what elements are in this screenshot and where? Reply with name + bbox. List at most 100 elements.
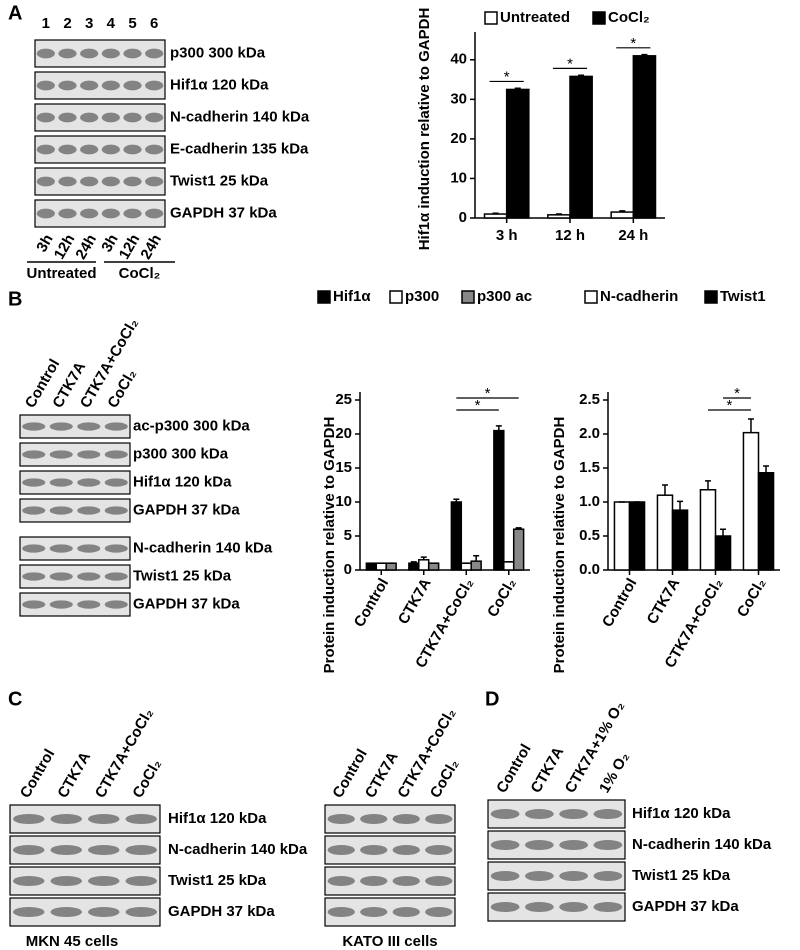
blot-strip: [19, 592, 131, 617]
blot-band: [22, 544, 46, 553]
blot-band: [58, 48, 77, 59]
blot-band: [80, 48, 99, 59]
bar: [742, 431, 760, 571]
error-bar: [763, 465, 770, 473]
blot-strip: [19, 498, 131, 523]
blot-band: [22, 422, 46, 431]
blot-band: [49, 450, 73, 459]
blot-band: [425, 875, 453, 887]
bar: [503, 561, 515, 571]
blot-band: [593, 808, 623, 820]
blot-band: [145, 80, 164, 91]
panel-letter: D: [485, 688, 499, 710]
condition-label: 24h: [137, 231, 165, 262]
band-label: Twist1 25 kDa: [170, 172, 269, 189]
error-bar: [578, 74, 585, 77]
y-tick-label: 10: [335, 493, 352, 510]
blot-band: [104, 450, 128, 459]
blot-band: [58, 80, 77, 91]
error-bar: [661, 484, 668, 496]
blot-band: [80, 112, 99, 123]
blot-band: [58, 112, 77, 123]
legend-swatch: [484, 11, 498, 25]
blot-band: [490, 901, 520, 913]
bar: [470, 560, 482, 571]
y-tick-label: 20: [335, 425, 352, 442]
blot-band: [360, 906, 388, 918]
blot-band: [425, 906, 453, 918]
group-label: CoCl₂: [119, 265, 161, 282]
band-label: Hif1α 120 kDa: [170, 76, 269, 93]
bar: [610, 211, 635, 219]
panel-letter: C: [8, 688, 22, 710]
panel-letter: A: [8, 2, 22, 24]
blot-band: [559, 901, 589, 913]
x-tick-label: CoCl₂: [734, 575, 770, 620]
legend-label: p300: [405, 288, 439, 305]
blot-band: [22, 506, 46, 515]
blot-band: [88, 844, 120, 856]
blot-band: [13, 906, 45, 918]
band-label: E-cadherin 135 kDa: [170, 140, 309, 157]
x-tick-label: 24 h: [618, 227, 648, 244]
y-tick-label: 40: [450, 51, 467, 68]
blot-band: [123, 48, 142, 59]
blot-band: [593, 901, 623, 913]
blot-band: [101, 208, 120, 219]
band-label: p300 300 kDa: [133, 445, 229, 462]
blot-band: [77, 572, 101, 581]
error-bar: [704, 480, 711, 490]
band-label: ac-p300 300 kDa: [133, 417, 250, 434]
bar: [385, 562, 397, 571]
band-label: GAPDH 37 kDa: [133, 501, 240, 518]
blot-band: [145, 176, 164, 187]
bar: [450, 501, 463, 571]
blot-band: [36, 176, 55, 187]
blot-band: [49, 600, 73, 609]
blot-band: [145, 48, 164, 59]
blot-band: [77, 450, 101, 459]
error-bar: [495, 425, 502, 431]
blot-band: [125, 813, 157, 825]
blot-band: [104, 600, 128, 609]
blot-band: [22, 600, 46, 609]
x-tick-label: CTK7A: [644, 575, 684, 627]
blot-band: [49, 422, 73, 431]
blot-band: [77, 478, 101, 487]
bar: [375, 562, 387, 571]
band-label: GAPDH 37 kDa: [133, 595, 240, 612]
legend-swatch: [704, 290, 718, 304]
blot-band: [50, 875, 82, 887]
lane-label: 6: [150, 15, 158, 32]
blot-band: [123, 144, 142, 155]
legend-swatch: [317, 290, 331, 304]
blot-strip: [19, 564, 131, 589]
bar: [483, 213, 508, 219]
y-tick-label: 0.5: [579, 527, 600, 544]
blot-band: [125, 906, 157, 918]
band-label: Twist1 25 kDa: [133, 567, 232, 584]
x-tick-label: 3 h: [496, 227, 518, 244]
y-tick-label: 0: [344, 561, 352, 578]
blot-band: [22, 478, 46, 487]
blot-band: [36, 208, 55, 219]
blot-band: [101, 80, 120, 91]
blot-band: [77, 506, 101, 515]
blot-band: [123, 112, 142, 123]
blot-band: [50, 906, 82, 918]
blot-band: [593, 870, 623, 882]
significance-label: *: [734, 385, 740, 402]
condition-label: 3h: [98, 231, 121, 255]
error-bar: [453, 498, 460, 502]
bar: [671, 509, 689, 571]
blot-band: [49, 544, 73, 553]
bar: [547, 214, 571, 219]
blot-band: [104, 506, 128, 515]
bar: [569, 75, 593, 219]
bar: [512, 528, 525, 571]
blot-band: [123, 176, 142, 187]
blot-band: [392, 875, 420, 887]
band-label: GAPDH 37 kDa: [632, 898, 739, 915]
blot-band: [58, 144, 77, 155]
